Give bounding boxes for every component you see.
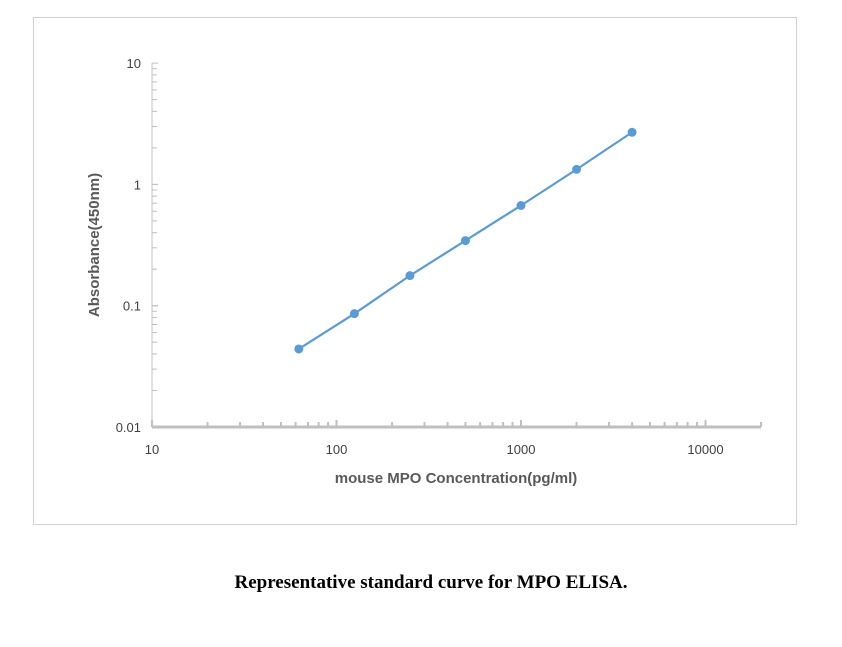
data-point [294, 344, 304, 354]
data-point [516, 200, 526, 210]
x-tick-label: 10000 [687, 442, 723, 457]
x-axis-label: mouse MPO Concentration(pg/ml) [335, 470, 578, 487]
y-axis-label: Absorbance(450nm) [86, 173, 103, 317]
figure-caption: Representative standard curve for MPO EL… [235, 572, 628, 593]
x-tick-label: 10 [145, 442, 159, 457]
y-tick-label: 10 [127, 56, 141, 71]
x-tick-label: 100 [326, 442, 348, 457]
data-point [572, 164, 582, 174]
data-point [405, 271, 415, 281]
data-point [460, 236, 470, 246]
y-tick-label: 0.01 [116, 420, 141, 435]
data-point [627, 127, 637, 137]
y-tick-label: 0.1 [123, 299, 141, 314]
x-tick-label: 1000 [507, 442, 536, 457]
chart-frame [33, 17, 797, 525]
data-point [349, 309, 359, 319]
y-tick-label: 1 [134, 177, 141, 192]
